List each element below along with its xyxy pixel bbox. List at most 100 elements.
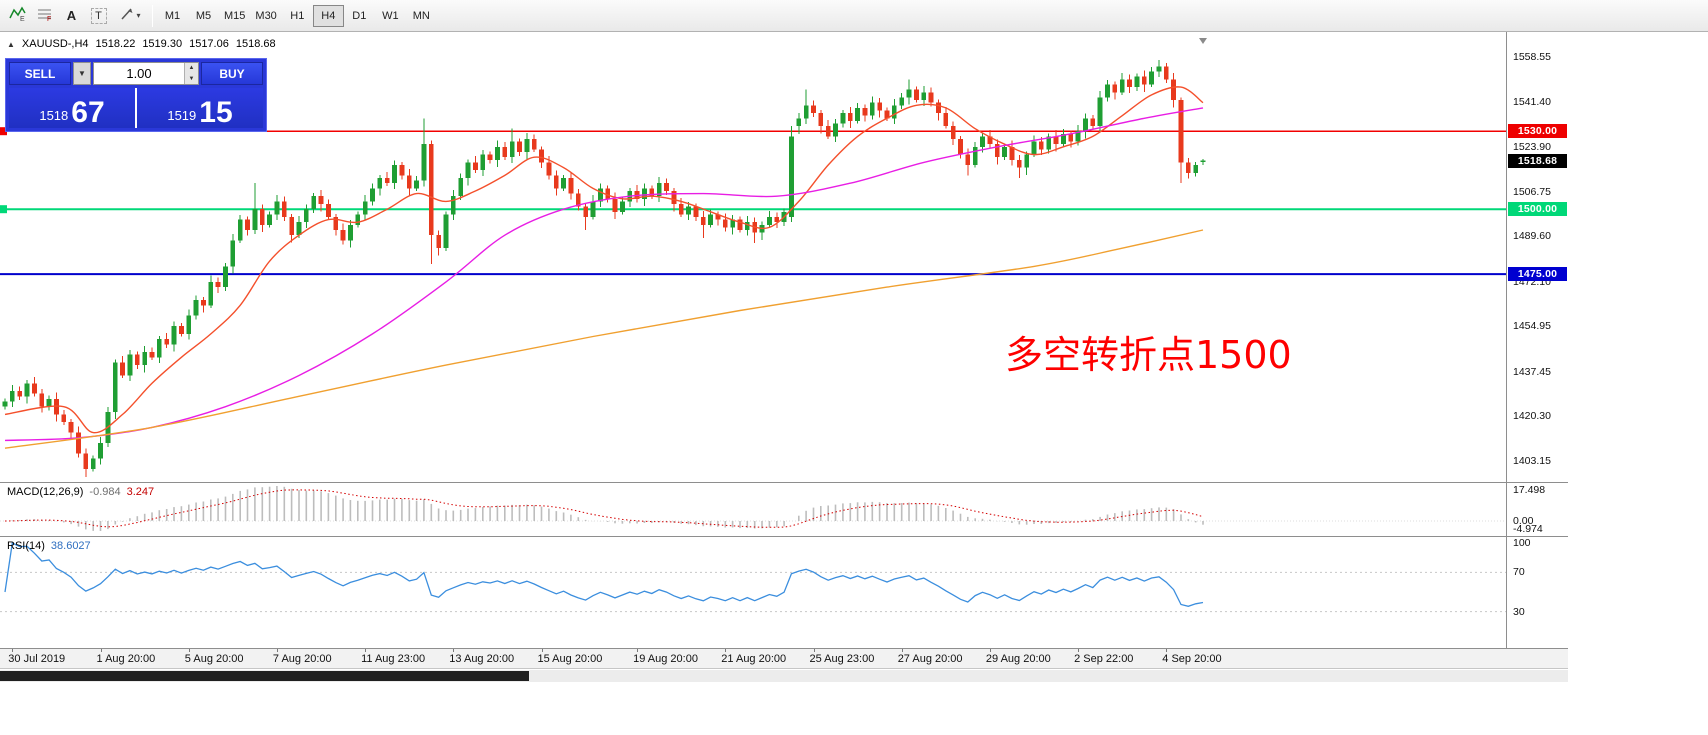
macd-label: MACD(12,26,9) -0.984 3.247 — [7, 486, 154, 498]
time-label: 30 Jul 2019 — [8, 653, 66, 665]
time-label: 13 Aug 20:00 — [449, 653, 515, 665]
time-tick — [365, 649, 367, 652]
main-chart-pane[interactable]: ▲ XAUUSD-,H4 1518.22 1519.30 1517.06 151… — [0, 32, 1506, 482]
sell-price-button[interactable]: 1518 67 — [9, 88, 135, 128]
toolbar-separator — [152, 4, 153, 27]
draw-tools-button[interactable]: ▾ — [112, 4, 148, 28]
pane-divider[interactable] — [0, 482, 1568, 483]
rsi-chart — [0, 542, 1506, 613]
price-tick-label: 1523.90 — [1513, 141, 1551, 154]
chart-header: ▲ XAUUSD-,H4 1518.22 1519.30 1517.06 151… — [7, 38, 276, 50]
time-tick — [276, 649, 278, 652]
collapse-icon[interactable]: ▲ — [7, 39, 15, 49]
ohlc-open: 1518.22 — [95, 38, 136, 50]
ma-fast-line — [4, 86, 1204, 434]
horizontal-scrollbar-thumb[interactable] — [0, 671, 529, 681]
time-tick — [1166, 649, 1168, 652]
svg-text:F: F — [47, 16, 51, 22]
price-tick-label: 1420.30 — [1513, 410, 1551, 423]
text-tool-icon: T — [90, 7, 107, 24]
rsi-label: RSI(14) 38.6027 — [7, 540, 91, 552]
rsi-level-label: 70 — [1513, 566, 1525, 579]
chevron-down-icon: ▾ — [136, 11, 141, 20]
volume-input[interactable] — [94, 63, 184, 84]
time-label: 29 Aug 20:00 — [985, 653, 1051, 665]
time-axis[interactable]: 30 Jul 2019 1 Aug 20:00 5 Aug 20:00 7 Aug 2… — [0, 649, 1568, 669]
time-label: 7 Aug 20:00 — [272, 653, 332, 665]
tf-m5-button[interactable]: M5 — [188, 5, 219, 27]
macd-signal-value: 3.247 — [126, 486, 155, 498]
macd-pane[interactable]: MACD(12,26,9) -0.984 3.247 — [0, 483, 1506, 536]
tf-h1-button[interactable]: H1 — [282, 5, 313, 27]
price-badge: 1500.00 — [1508, 202, 1567, 217]
text-label-tool-button[interactable]: A — [58, 4, 85, 28]
objects-list-icon: F — [36, 6, 54, 25]
volume-spin-up-button[interactable]: ▲ — [185, 63, 198, 74]
buy-price-button[interactable]: 1519 15 — [135, 88, 263, 128]
price-badge: 1530.00 — [1508, 124, 1567, 139]
time-label: 21 Aug 20:00 — [721, 653, 787, 665]
left-line-marker — [0, 205, 7, 214]
time-tick — [188, 649, 190, 652]
time-tick — [453, 649, 455, 652]
price-tick-label: 1437.45 — [1513, 365, 1551, 378]
pane-divider[interactable] — [0, 536, 1568, 537]
ma-slow-line — [4, 229, 1204, 449]
macd-signal-line — [4, 489, 1204, 528]
tf-m1-button[interactable]: M1 — [157, 5, 188, 27]
volume-spin-down-button[interactable]: ▼ — [185, 73, 198, 84]
indicators-icon: E — [8, 6, 27, 25]
price-tick-label: 1403.15 — [1513, 454, 1551, 467]
text-label-icon: A — [66, 8, 77, 23]
sell-price-pips: 67 — [71, 95, 105, 129]
tf-m15-button[interactable]: M15 — [219, 5, 250, 27]
chart-text-annotation: 多空转折点1500 — [1005, 333, 1292, 377]
tf-h4-button[interactable]: H4 — [312, 4, 344, 27]
ohlc-low: 1517.06 — [189, 38, 229, 50]
price-tick-label: 1454.95 — [1513, 320, 1551, 333]
tf-w1-button[interactable]: W1 — [375, 5, 406, 27]
rsi-pane[interactable]: RSI(14) 38.6027 — [0, 537, 1506, 648]
time-label: 5 Aug 20:00 — [184, 653, 244, 665]
time-label: 19 Aug 20:00 — [633, 653, 698, 665]
time-tick — [813, 649, 815, 652]
time-label: 1 Aug 20:00 — [96, 653, 156, 665]
left-line-marker — [0, 127, 7, 136]
time-label: 11 Aug 23:00 — [361, 653, 426, 665]
timeframe-toolbar: M1 M5 M15 M30 H1 H4 D1 W1 MN — [157, 4, 437, 27]
price-tick-label: 1558.55 — [1513, 51, 1551, 64]
macd-axis-zero: 0.00 — [1513, 515, 1534, 527]
price-axis[interactable]: 1558.55 1541.40 1523.90 1506.75 1489.60 1472.… — [1506, 32, 1568, 649]
tf-m30-button[interactable]: M30 — [250, 5, 281, 27]
time-tick — [637, 649, 639, 652]
indicators-icon-button[interactable]: E — [4, 4, 31, 28]
one-click-trading-panel: SELL ▼ ▲ ▼ BUY 1518 67 1519 — [5, 58, 267, 132]
time-label: 4 Sep 20:00 — [1162, 653, 1222, 665]
time-tick — [725, 649, 727, 652]
toolbar: E F A T ▾ M1 M5 M15 M30 H1 H4 D1 W1 MN — [0, 0, 1708, 32]
text-tool-button[interactable]: T — [85, 4, 112, 28]
price-badge: 1518.68 — [1508, 153, 1567, 168]
pane-divider[interactable] — [0, 648, 1568, 649]
tf-mn-button[interactable]: MN — [406, 5, 437, 27]
volume-dropdown-button[interactable]: ▼ — [73, 62, 91, 85]
ohlc-high: 1519.30 — [142, 38, 183, 50]
price-badge: 1475.00 — [1508, 267, 1567, 282]
rsi-level-label: 100 — [1513, 537, 1531, 549]
buy-price-pips: 15 — [199, 95, 233, 129]
time-tick — [541, 649, 543, 652]
time-tick — [100, 649, 102, 652]
svg-text:E: E — [20, 16, 25, 22]
sell-button[interactable]: SELL — [9, 62, 71, 85]
sell-price-main: 1518 — [39, 108, 69, 123]
rsi-name: RSI(14) — [7, 540, 45, 552]
macd-value: -0.984 — [89, 486, 121, 498]
macd-axis-max: 17.498 — [1513, 484, 1546, 496]
time-label: 15 Aug 20:00 — [537, 653, 603, 665]
tf-d1-button[interactable]: D1 — [344, 5, 375, 27]
chart-shift-marker[interactable] — [1199, 38, 1207, 44]
buy-button[interactable]: BUY — [201, 62, 263, 85]
rsi-value: 38.6027 — [50, 540, 91, 552]
objects-list-icon-button[interactable]: F — [31, 4, 58, 28]
